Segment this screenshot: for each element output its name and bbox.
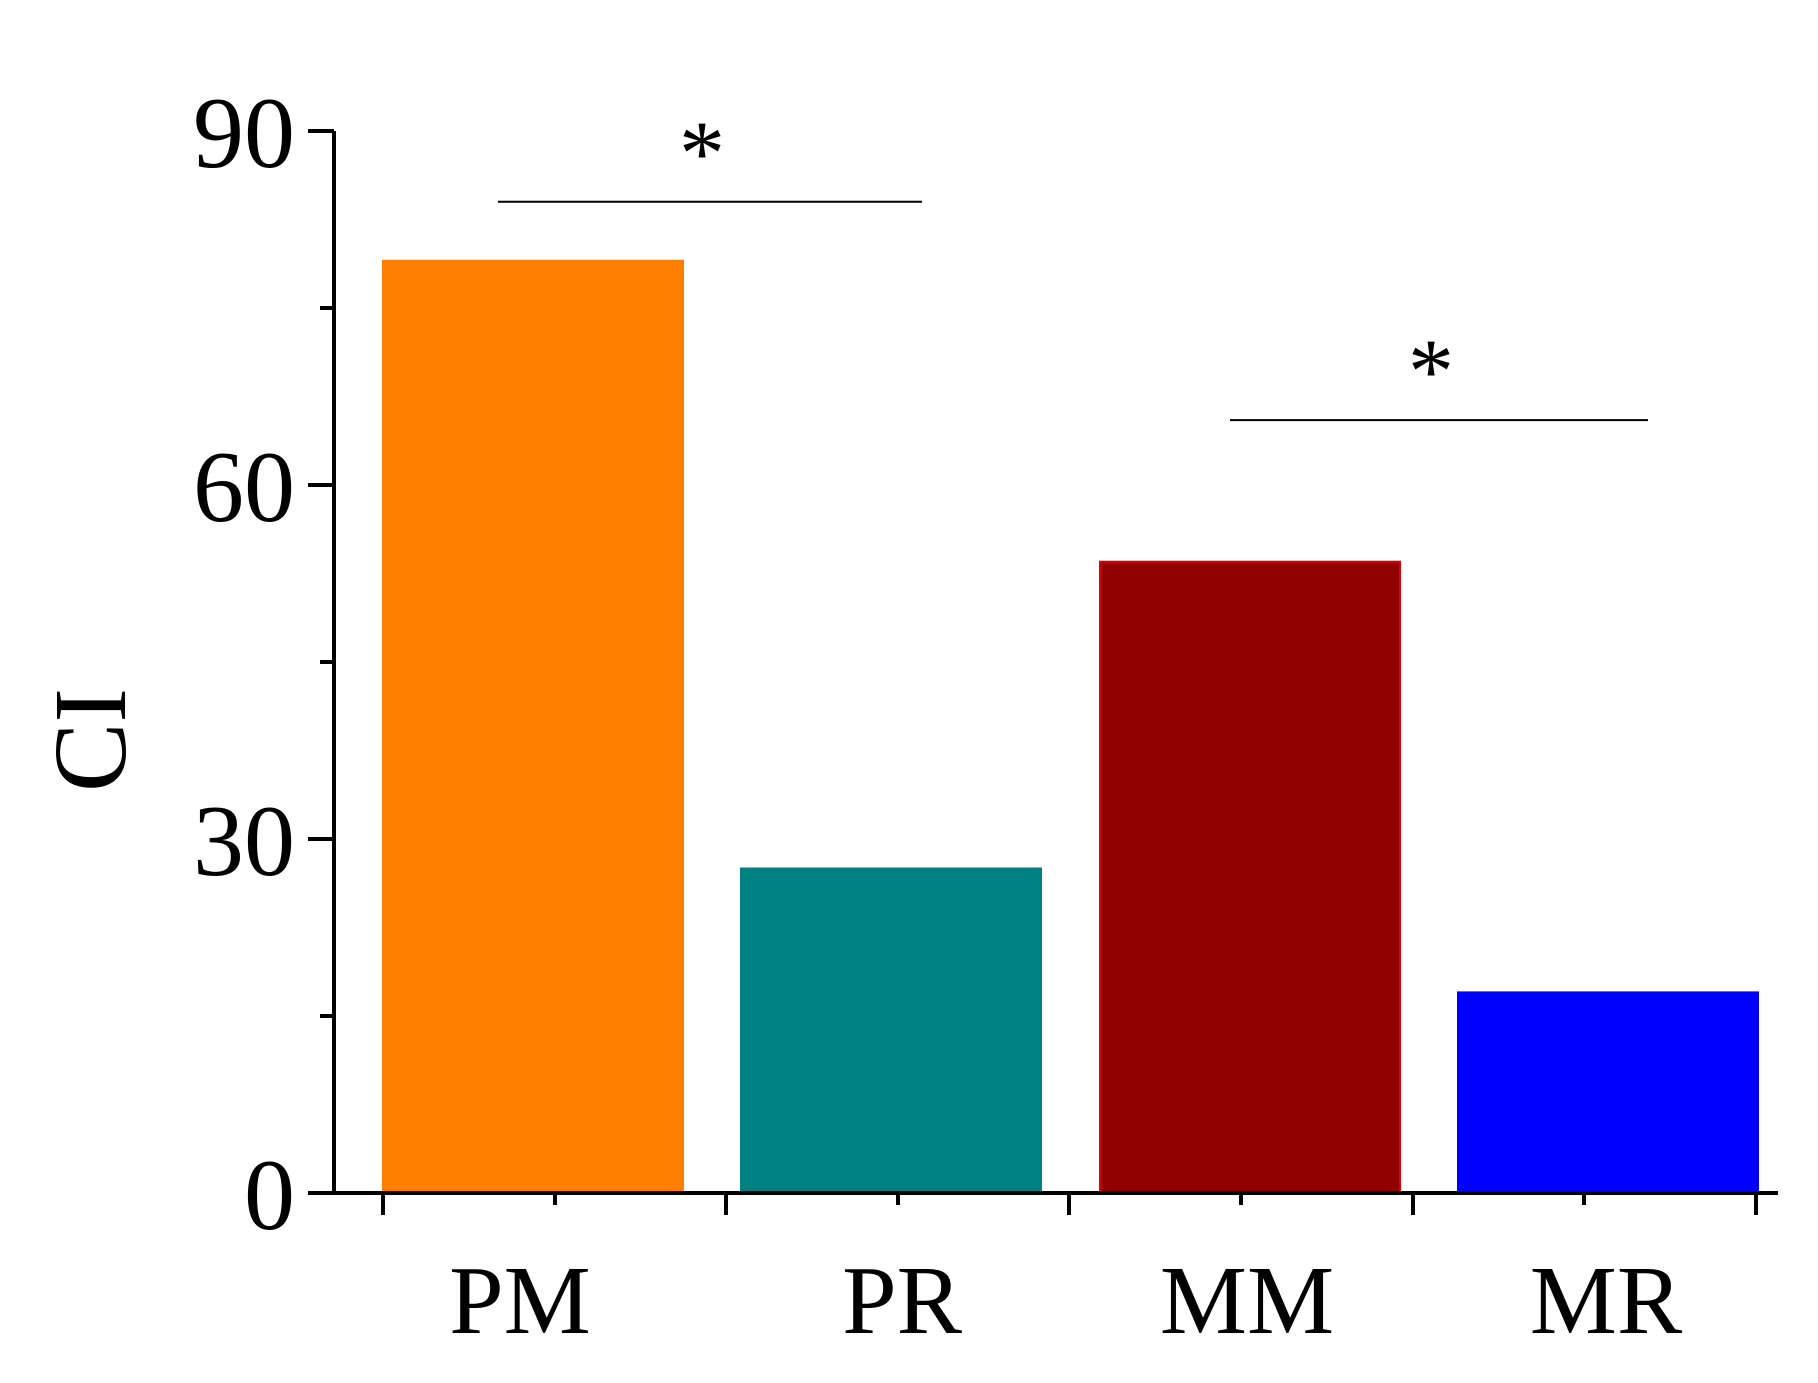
x-category-label: PR: [842, 1247, 963, 1355]
bar-mr: [1457, 991, 1759, 1195]
bar-pm: [382, 259, 684, 1194]
bar-pr: [740, 867, 1042, 1194]
bars-layer: [382, 259, 1759, 1195]
x-category-label: MM: [1160, 1247, 1334, 1355]
y-axis-title: CI: [33, 688, 148, 792]
significance-layer: **: [498, 102, 1648, 422]
significance-star: *: [1408, 320, 1454, 422]
significance-star: *: [679, 102, 725, 204]
x-category-label: MR: [1530, 1247, 1683, 1355]
x-category-label: PM: [449, 1247, 591, 1355]
labels-layer: 0 30 60 90 PM PR MM MR: [193, 77, 1683, 1355]
y-tick-label: 90: [193, 77, 295, 190]
bar-mm: [1099, 560, 1401, 1194]
y-tick-label: 30: [193, 785, 295, 898]
y-tick-label: 0: [244, 1139, 295, 1252]
y-tick-label: 60: [193, 431, 295, 544]
axes-layer: [308, 129, 1778, 1215]
